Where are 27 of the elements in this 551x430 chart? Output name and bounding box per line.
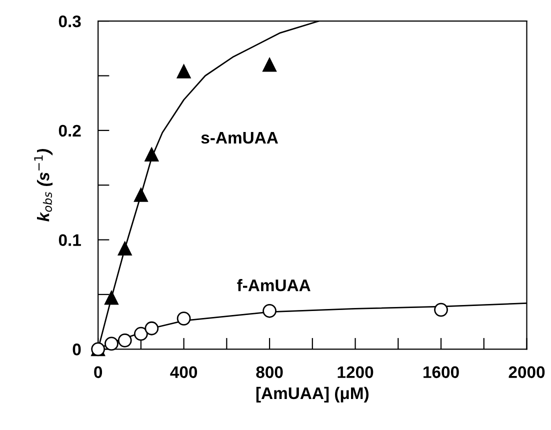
y-axis-title: k$_{obs}$ (s$^{−1}$): [34, 148, 53, 222]
y-tick-label: 0: [72, 344, 81, 356]
x-tick-label: 800: [256, 366, 283, 378]
point: [176, 64, 191, 78]
point: [144, 148, 159, 162]
x-tick-label: 1600: [424, 366, 459, 378]
point: [134, 188, 148, 202]
x-tick-label: 2000: [508, 366, 545, 378]
point: [262, 58, 276, 72]
point: [134, 326, 148, 341]
point: [104, 290, 118, 305]
y-tick-label: 0.1: [58, 234, 81, 246]
point: [118, 333, 132, 348]
annotation: s-AmUAA: [201, 132, 278, 144]
point: [118, 242, 132, 256]
point: [262, 304, 276, 318]
y-tick-label: 0.3: [58, 15, 81, 28]
x-axis-title: [AmUAA] (μM): [256, 386, 369, 402]
y-tick-label: 0.2: [58, 124, 81, 137]
x-tick-label: 1200: [338, 366, 374, 378]
x-tick-label: 400: [170, 366, 198, 378]
point: [144, 321, 159, 336]
point: [104, 336, 118, 351]
annotation: f-AmUAA: [237, 279, 310, 292]
point: [434, 302, 448, 317]
x-tick-label: 0: [94, 366, 102, 378]
point: [176, 312, 191, 326]
